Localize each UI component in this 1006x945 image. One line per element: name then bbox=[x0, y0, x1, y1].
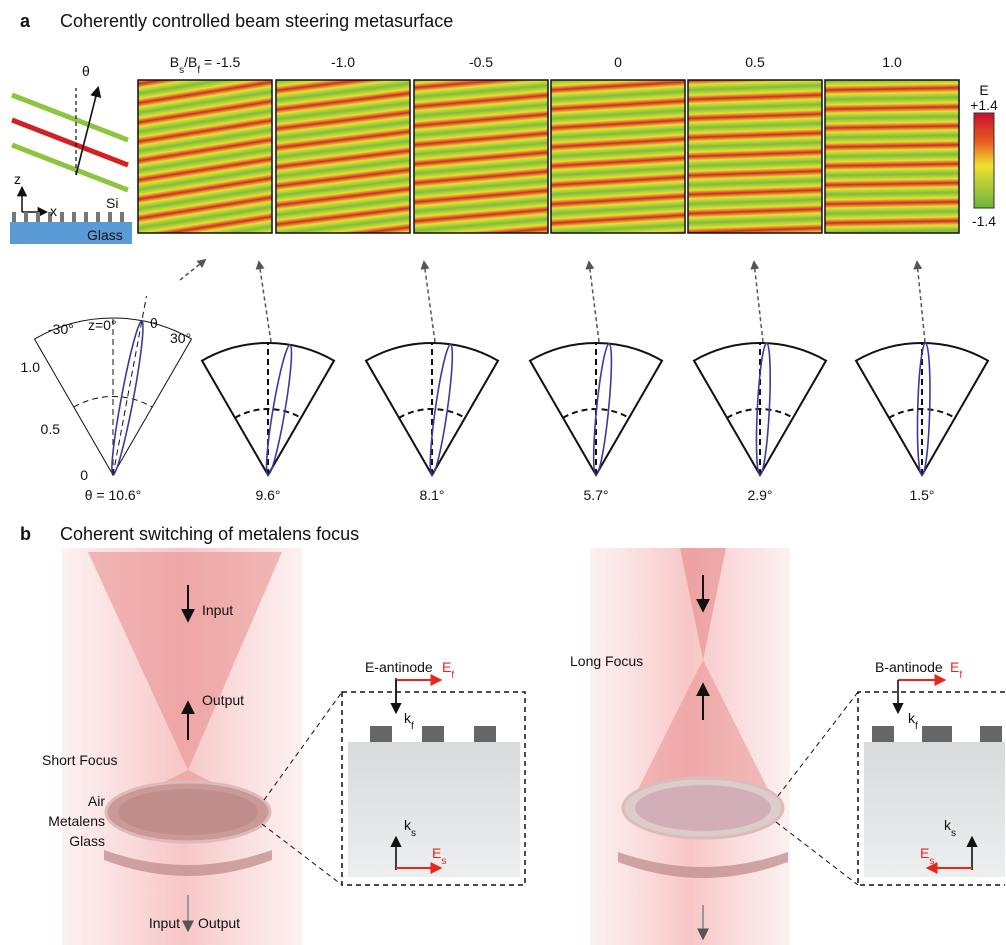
inset-label: x bbox=[50, 203, 57, 219]
polar-label: θ bbox=[150, 315, 158, 331]
angle-label: 1.5° bbox=[909, 487, 934, 503]
column-label: 0.5 bbox=[745, 54, 765, 70]
field-label-part: s bbox=[951, 828, 956, 839]
field-label-part: f bbox=[959, 670, 962, 681]
panel-title: Coherently controlled beam steering meta… bbox=[60, 11, 453, 31]
column-label: Bs/Bf = -1.5 bbox=[170, 54, 241, 76]
column-label: 0 bbox=[614, 54, 622, 70]
steer-arrow bbox=[917, 262, 925, 342]
field-label-part: E bbox=[950, 659, 959, 675]
field-label-part: f bbox=[411, 721, 414, 732]
angle-label-part: 10.6° bbox=[108, 487, 141, 503]
scene-label: Glass bbox=[69, 833, 105, 849]
inset-label: Glass bbox=[87, 227, 123, 243]
angle-label: θ = 10.6° bbox=[85, 487, 142, 503]
short-focus-scene bbox=[62, 548, 525, 945]
field-label-part: f bbox=[451, 670, 454, 681]
scene-label: Metalens bbox=[48, 813, 105, 829]
steer-arrow bbox=[424, 262, 435, 342]
polar-label: 30° bbox=[170, 330, 191, 346]
long-focus-scene bbox=[590, 548, 1005, 945]
angle-label: 5.7° bbox=[583, 487, 608, 503]
column-label-part: /B bbox=[184, 54, 197, 70]
theta-line bbox=[113, 296, 146, 475]
field-label-part: E bbox=[442, 659, 451, 675]
angle-label: 9.6° bbox=[255, 487, 280, 503]
scene-label: Air bbox=[88, 793, 105, 809]
panel-title: Coherent switching of metalens focus bbox=[60, 524, 359, 544]
inset-label: z bbox=[14, 171, 21, 187]
inset-label: Si bbox=[106, 195, 118, 211]
steer-arrow bbox=[589, 262, 599, 342]
angle-label: 2.9° bbox=[747, 487, 772, 503]
column-label: 1.0 bbox=[882, 54, 902, 70]
colorbar-max: +1.4 bbox=[970, 97, 998, 113]
field-label-part: s bbox=[411, 828, 416, 839]
scene-label: Output bbox=[198, 915, 240, 931]
field-label: Ef bbox=[950, 659, 962, 681]
field-map bbox=[276, 80, 410, 233]
field-map bbox=[414, 80, 548, 233]
inset-label: θ bbox=[82, 63, 90, 79]
colorbar bbox=[974, 113, 994, 208]
figure: a Coherently controlled beam steering me… bbox=[0, 0, 1006, 945]
polar-label: z=0° bbox=[88, 317, 117, 333]
scene-label: Input bbox=[149, 915, 180, 931]
radial-tick-label: 0.5 bbox=[41, 421, 61, 437]
field-label-part: E bbox=[920, 845, 929, 861]
colorbar-min: -1.4 bbox=[972, 213, 996, 229]
field-map bbox=[688, 80, 822, 233]
column-label-part: -1.5 bbox=[216, 54, 240, 70]
field-label: Ef bbox=[442, 659, 454, 681]
scene-label: Long Focus bbox=[570, 653, 643, 669]
panel-letter: b bbox=[20, 524, 31, 544]
beam-inset bbox=[10, 88, 132, 244]
field-map bbox=[138, 80, 272, 233]
colorbar-label: E bbox=[979, 82, 988, 98]
column-label-part: B bbox=[170, 54, 179, 70]
scene-label: Input bbox=[202, 602, 233, 618]
field-label-part: f bbox=[915, 721, 918, 732]
field-map bbox=[551, 80, 685, 233]
scene-label: Output bbox=[202, 692, 244, 708]
inset-title: E-antinode bbox=[365, 659, 433, 675]
steer-arrow bbox=[754, 262, 763, 342]
beam-lobe bbox=[916, 343, 931, 475]
radial-tick-label: 0 bbox=[80, 467, 88, 483]
column-label: -1.0 bbox=[331, 54, 355, 70]
angle-label: 8.1° bbox=[419, 487, 444, 503]
beam-lobe bbox=[754, 343, 773, 475]
radial-tick-label: 1.0 bbox=[21, 359, 41, 375]
angle-label-part: θ = bbox=[85, 487, 109, 503]
scene-label: Short Focus bbox=[42, 752, 117, 768]
panel-letter: a bbox=[20, 11, 31, 31]
steer-arrow bbox=[180, 260, 205, 280]
steer-arrow bbox=[259, 262, 271, 342]
inset-title: B-antinode bbox=[875, 659, 943, 675]
field-label-part: s bbox=[929, 856, 934, 867]
column-label-part: = bbox=[200, 54, 216, 70]
field-label-part: E bbox=[432, 845, 441, 861]
polar-label: -30° bbox=[48, 321, 74, 337]
field-label-part: s bbox=[441, 856, 446, 867]
field-map bbox=[825, 80, 959, 233]
column-label: -0.5 bbox=[469, 54, 493, 70]
